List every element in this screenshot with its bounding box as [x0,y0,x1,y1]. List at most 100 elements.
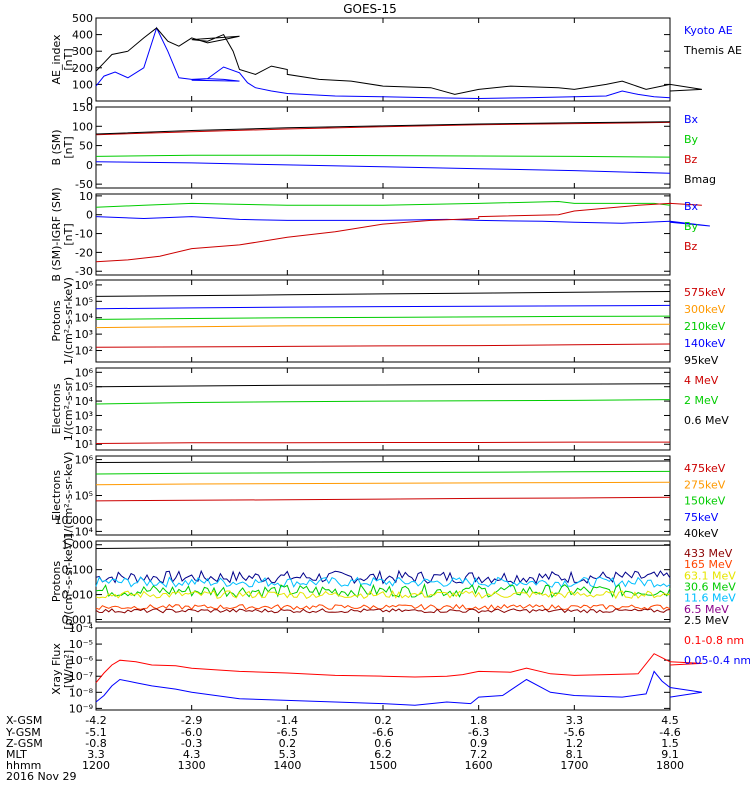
y-tick-label: 0 [86,95,93,108]
panel-frame-xray [95,627,671,711]
ephemeris-value: -6.6 [372,726,393,739]
y-axis-label: Protons[p/(cm²-s-sr-keV)] [50,533,75,630]
series-line-bmag [95,121,671,135]
y-axis-label: B (SM)[nT] [50,129,75,165]
y-tick-label: 10 [79,190,93,203]
ephemeris-value: -6.0 [181,726,202,739]
y-tick-label: 10.000 [55,514,94,527]
legend-entry: Bmag [684,173,716,186]
legend-entry: 210keV [684,320,726,333]
ephemeris-value: -0.3 [181,737,202,750]
series-line-by [95,154,671,158]
ephemeris-value: -0.8 [85,737,106,750]
y-axis-label-line: [p/(cm²-s-sr-keV)] [62,533,75,630]
y-tick-label: 400 [72,29,93,42]
ephemeris-value: 1400 [273,759,301,772]
ephemeris-value: 9.1 [661,748,679,761]
legend-entry: 75keV [684,511,719,524]
panel-frame-electrons1 [95,367,671,451]
legend-entry: 63.1 MeV [684,569,736,582]
y-tick-label: 200 [72,62,93,75]
series-line-by [95,200,671,208]
legend-entry: 11.6 MeV [684,592,736,605]
y-tick-label: 10⁵ [75,490,93,503]
y-tick-label: 10⁻⁵ [69,638,93,651]
ephemeris-value: 1700 [560,759,588,772]
ephemeris-value: 3.3 [566,714,584,727]
ephemeris-value: 0.2 [374,714,392,727]
legend-entry: 475keV [684,462,726,475]
legend-entry: 140keV [684,337,726,350]
ephemeris-value: 4.3 [183,748,201,761]
y-tick-label: 100 [72,78,93,91]
legend-entry: By [684,133,699,146]
series-line-433-mev [95,608,671,614]
y-axis-label-line: B (SM) [50,129,63,165]
ephemeris-value: 6.2 [374,748,392,761]
y-tick-label: 10⁻⁷ [69,670,93,683]
y-axis-label-line: Xray Flux [50,643,63,695]
series-line-75kev [95,496,671,502]
series-line-63-1-mev [95,589,671,600]
y-tick-label: 10⁶ [75,279,94,292]
ephemeris-value: 1.2 [566,737,584,750]
y-tick-label: 10⁶ [75,454,94,467]
legend-entry: 6.5 MeV [684,603,729,616]
ephemeris-value: 1200 [82,759,110,772]
legend-entry: 2 MeV [684,394,719,407]
series-line-30-6-mev [95,582,671,599]
ephemeris-value: 1.5 [661,737,679,750]
legend-entry: Bx [684,113,699,126]
series-line-6-5-mev [95,569,671,585]
ephemeris-value: 1.8 [470,714,488,727]
y-tick-label: 0 [86,159,93,172]
series-line-4-mev [95,441,670,444]
y-tick-label: 0.100 [62,564,94,577]
y-tick-label: 10⁻⁸ [69,686,94,699]
y-tick-label: 10⁶ [75,366,94,379]
y-tick-label: 10³ [75,409,93,422]
ephemeris-row-label: X-GSM [6,714,42,727]
series-line-themis-ae [95,27,702,95]
legend-entry: 4 MeV [684,374,719,387]
chart-title: GOES-15 [343,2,397,16]
ephemeris-value: -2.9 [181,714,202,727]
ephemeris-value: 1600 [465,759,493,772]
y-tick-label: -20 [75,246,93,259]
ephemeris-value: -5.6 [564,726,585,739]
series-line-475kev [95,460,671,463]
y-tick-label: 10² [75,424,93,437]
ephemeris-value: -6.3 [468,726,489,739]
legend-entry: 30.6 MeV [684,581,736,594]
y-axis-label: AE_index[nT] [50,34,75,85]
y-tick-label: 10² [75,345,93,358]
ephemeris-row-label: Z-GSM [6,737,43,750]
panel-frame-bigrf [95,193,671,276]
legend-entry: Bz [684,240,698,253]
y-axis-label: Xray Flux[W/m²] [50,643,75,695]
y-tick-label: 10⁴ [75,525,94,538]
y-axis-label-line: AE_index [50,34,63,85]
y-axis-label: Electrons1/(cm²-s-sr-keV) [50,452,75,540]
series-line-0-05-0-4-nm [95,670,702,706]
ephemeris-value: 5.3 [279,748,297,761]
y-tick-label: 10¹ [75,438,93,451]
series-line-210kev [95,315,671,320]
ephemeris-value: 7.2 [470,748,488,761]
legend-entry: Kyoto AE [684,24,733,37]
legend-entry: 165 MeV [684,558,733,571]
y-axis-label: Protons1/(cm²-s-sr-keV) [50,277,75,365]
series-line-bx [95,161,671,174]
y-tick-label: 0.010 [62,589,94,602]
series-line-165-mev [95,603,671,611]
legend-entry: 0.1-0.8 nm [684,634,744,647]
legend-entry: 575keV [684,286,726,299]
ephemeris-value: 0.6 [374,737,392,750]
y-tick-label: 100 [72,120,93,133]
series-line-0-1-0-8-nm [95,653,702,684]
y-tick-label: -10 [75,228,93,241]
y-axis-label-line: 1/(cm²-s-sr-keV) [62,277,75,365]
series-line-2-5-mev [95,544,671,549]
legend-entry: 2.5 MeV [684,614,729,627]
